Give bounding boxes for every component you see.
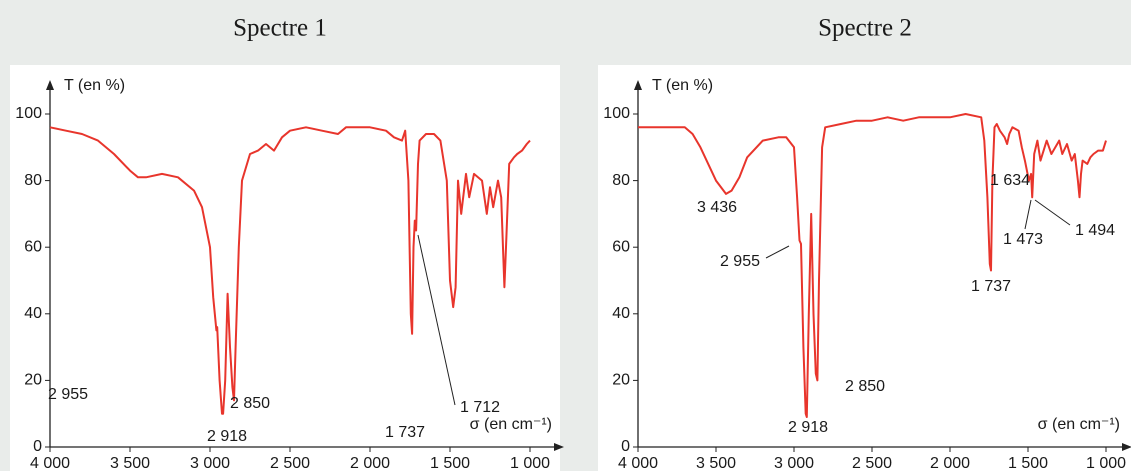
y-tick-label: 0 (33, 438, 42, 455)
y-axis-label: T (en %) (64, 77, 125, 94)
leader-line (1034, 199, 1071, 226)
peak-label: 1 473 (1003, 231, 1043, 248)
y-tick-label: 100 (15, 105, 42, 122)
y-tick-label: 80 (24, 172, 42, 189)
x-tick-label: 1 000 (1086, 455, 1126, 471)
x-tick-label: 1 500 (1008, 455, 1048, 471)
x-tick-label: 2 000 (930, 455, 970, 471)
leader-line (1024, 199, 1032, 230)
x-arrow (1122, 443, 1131, 451)
peak-label: 1 737 (385, 424, 425, 441)
x-axis-label: σ (en cm⁻¹) (1038, 416, 1120, 433)
panel (598, 65, 1131, 471)
x-arrow (554, 443, 564, 451)
peak-label: 2 955 (48, 386, 88, 403)
peak-label: 1 712 (460, 399, 500, 416)
spectrum-line (49, 126, 531, 415)
y-tick-label: 100 (603, 105, 630, 122)
peak-label: 2 850 (845, 378, 885, 395)
y-tick-label: 0 (621, 438, 630, 455)
x-tick-label: 1 500 (430, 455, 470, 471)
peak-label: 1 737 (971, 278, 1011, 295)
x-tick-label: 3 000 (190, 455, 230, 471)
y-arrow (46, 80, 54, 90)
y-tick-label: 20 (612, 372, 630, 389)
leader-line (765, 245, 790, 259)
x-tick-label: 4 000 (30, 455, 70, 471)
y-tick-label: 60 (24, 238, 42, 255)
y-axis-label: T (en %) (652, 77, 713, 94)
peak-label: 2 850 (230, 395, 270, 412)
chart-title: Spectre 2 (818, 15, 912, 42)
y-tick-label: 40 (24, 305, 42, 322)
x-tick-label: 3 500 (696, 455, 736, 471)
y-tick-label: 20 (24, 372, 42, 389)
y-tick-label: 80 (612, 172, 630, 189)
x-tick-label: 2 500 (852, 455, 892, 471)
chart-title: Spectre 1 (233, 15, 327, 42)
panel (10, 65, 560, 471)
x-axis-label: σ (en cm⁻¹) (470, 416, 552, 433)
peak-label: 3 436 (697, 199, 737, 216)
peak-label: 1 634 (990, 172, 1030, 189)
y-tick-label: 60 (612, 238, 630, 255)
x-tick-label: 2 000 (350, 455, 390, 471)
peak-label: 2 955 (720, 253, 760, 270)
x-tick-label: 3 500 (110, 455, 150, 471)
y-arrow (634, 80, 642, 90)
peak-label: 1 494 (1075, 222, 1115, 239)
x-tick-label: 4 000 (618, 455, 658, 471)
leader-line (417, 234, 456, 406)
peak-label: 2 918 (207, 428, 247, 445)
peak-label: 2 918 (788, 419, 828, 436)
x-tick-label: 2 500 (270, 455, 310, 471)
x-tick-label: 1 000 (510, 455, 550, 471)
y-tick-label: 40 (612, 305, 630, 322)
x-tick-label: 3 000 (774, 455, 814, 471)
spectrum-line (638, 113, 1107, 418)
